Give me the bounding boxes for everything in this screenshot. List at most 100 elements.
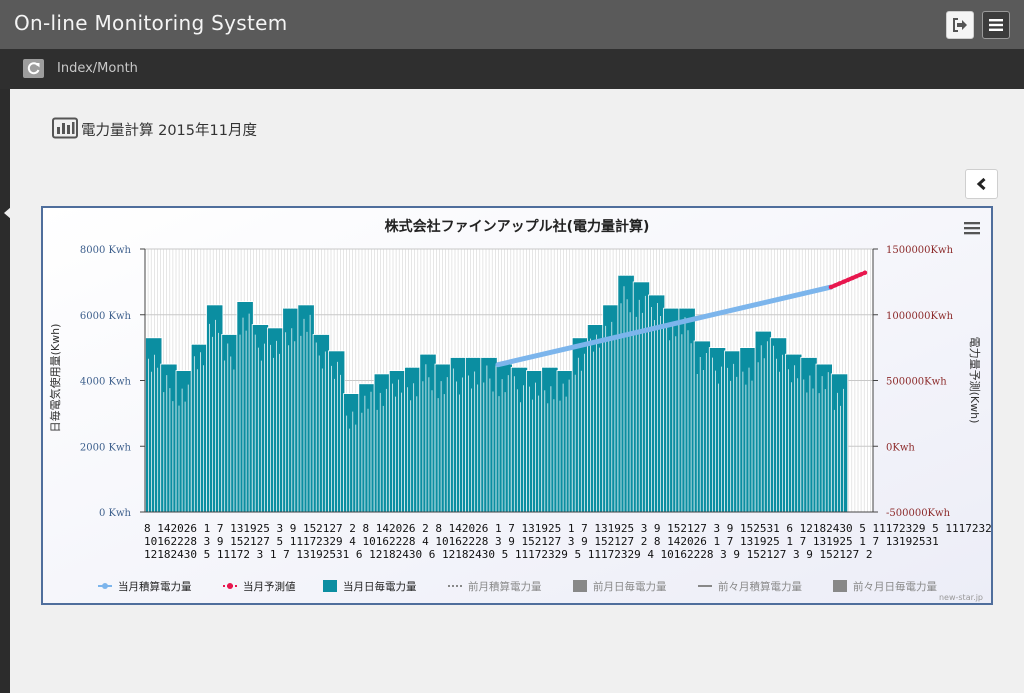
forecast-point [845, 277, 851, 283]
legend-item[interactable]: 当月予測値 [223, 580, 296, 593]
daily-bar[interactable] [145, 337, 163, 513]
daily-bar[interactable] [175, 370, 193, 513]
daily-bar[interactable] [434, 363, 452, 513]
y-right-tick-label: -500000Kwh [886, 508, 951, 519]
y-right-tick-label: 1000000Kwh [886, 311, 954, 322]
cumulative-line[interactable] [495, 284, 834, 368]
daily-bar[interactable] [373, 373, 391, 513]
top-bar: On-line Monitoring System [0, 0, 1024, 49]
forecast-point [837, 281, 842, 286]
sidebar-collapsed[interactable] [0, 89, 10, 693]
legend-marker [227, 583, 233, 589]
y-right-tick-label: 500000Kwh [886, 377, 947, 388]
refresh-button[interactable] [23, 59, 44, 78]
sign-out-icon [953, 18, 967, 32]
daily-bar[interactable] [465, 357, 483, 513]
forecast-point [862, 270, 868, 275]
chevron-left-icon [976, 177, 986, 191]
power-chart: 0 Kwh 2000 Kwh 4000 Kwh 6000 Kwh 8000 Kwh -50… [43, 208, 991, 603]
daily-bar[interactable] [785, 353, 803, 513]
bar-chart-icon [52, 117, 78, 139]
legend-label: 前々月積算電力量 [718, 580, 802, 593]
legend-item[interactable]: 前々月積算電力量 [698, 580, 802, 593]
daily-bar[interactable] [160, 363, 178, 513]
chart-menu-icon[interactable] [963, 220, 981, 236]
y-right-tick-label: 0Kwh [886, 442, 915, 453]
collapse-panel-button[interactable] [965, 169, 998, 199]
x-tick-row-3: 12182430 5 11172 3 1 7 13192531 6 121824… [144, 548, 872, 561]
daily-bar[interactable] [587, 324, 605, 513]
daily-bar[interactable] [632, 281, 651, 513]
daily-bar[interactable] [510, 366, 529, 513]
daily-bar[interactable] [571, 337, 590, 513]
legend-item[interactable]: 前月積算電力量 [448, 580, 542, 593]
x-tick-row-1: 8 142026 1 7 131925 3 9 152127 2 8 14202… [144, 522, 991, 535]
daily-bar[interactable] [419, 353, 437, 513]
daily-bar[interactable] [739, 347, 757, 513]
daily-bar[interactable] [495, 363, 513, 513]
y-left-tick-label: 8000 Kwh [80, 245, 132, 256]
legend-swatch [833, 580, 847, 592]
daily-bar[interactable] [769, 337, 788, 513]
daily-bar[interactable] [724, 350, 742, 513]
daily-bar[interactable] [678, 307, 696, 513]
daily-bar[interactable] [708, 347, 727, 513]
daily-bar[interactable] [388, 370, 407, 513]
legend-item[interactable]: 当月日毎電力量 [323, 580, 417, 593]
daily-bar[interactable] [815, 363, 833, 513]
daily-bar[interactable] [266, 327, 285, 513]
legend-swatch [573, 580, 587, 592]
forecast-point [841, 279, 846, 284]
daily-bar[interactable] [449, 357, 468, 513]
daily-bar[interactable] [617, 274, 635, 513]
breadcrumb: Index/Month [57, 61, 138, 76]
legend-swatch [323, 580, 337, 592]
daily-bar[interactable] [754, 330, 772, 513]
y-left-tick-label: 6000 Kwh [80, 311, 132, 322]
y-left-tick-label: 0 Kwh [99, 508, 132, 519]
legend-label: 当月予測値 [243, 580, 296, 593]
forecast-point [850, 275, 855, 281]
daily-bar[interactable] [526, 370, 544, 513]
y-axis-left-label: 日毎電気使用量(Kwh) [48, 324, 62, 433]
daily-bar[interactable] [297, 304, 315, 513]
y-right-tick-label: 1500000Kwh [886, 245, 954, 256]
main-menu-button[interactable] [982, 11, 1010, 39]
daily-bar[interactable] [206, 304, 224, 513]
forecast-point [858, 272, 863, 277]
chart-title: 株式会社ファインアップル社(電力量計算) [385, 218, 650, 235]
legend-item[interactable]: 前月日毎電力量 [573, 580, 667, 593]
daily-bar[interactable] [800, 357, 818, 513]
daily-bar[interactable] [236, 301, 254, 513]
legend-label: 前月日毎電力量 [593, 580, 667, 593]
daily-bar[interactable] [327, 350, 346, 513]
daily-bar[interactable] [221, 334, 239, 513]
daily-bar[interactable] [343, 393, 361, 513]
daily-bar[interactable] [282, 307, 300, 513]
daily-bar[interactable] [830, 373, 849, 513]
daily-bar[interactable] [358, 383, 376, 513]
chart-panel: 0 Kwh 2000 Kwh 4000 Kwh 6000 Kwh 8000 Kwh -50… [41, 206, 993, 605]
daily-bar[interactable] [251, 324, 269, 513]
x-tick-row-2: 10162228 3 9 152127 5 11172329 4 1016222… [144, 535, 939, 548]
daily-bar[interactable] [190, 343, 208, 513]
daily-bar[interactable] [541, 366, 559, 513]
logout-button[interactable] [946, 11, 974, 39]
legend-label: 当月日毎電力量 [343, 580, 417, 593]
legend-item[interactable]: 前々月日毎電力量 [833, 580, 937, 593]
refresh-icon [27, 62, 40, 75]
daily-bar[interactable] [663, 307, 681, 513]
legend-label: 前々月日毎電力量 [853, 580, 937, 593]
daily-bar[interactable] [480, 357, 498, 513]
daily-bar[interactable] [556, 370, 574, 513]
daily-bar[interactable] [404, 366, 422, 513]
legend-label: 当月積算電力量 [118, 580, 192, 593]
forecast-point [828, 284, 834, 290]
daily-bar[interactable] [693, 340, 711, 513]
chart-credit: new-star.jp [939, 593, 983, 602]
daily-bar[interactable] [312, 334, 330, 513]
legend-marker [102, 583, 108, 589]
legend-item[interactable]: 当月積算電力量 [98, 580, 192, 593]
legend-label: 前月積算電力量 [468, 580, 542, 593]
page-title: 電力量計算 2015年11月度 [81, 123, 257, 139]
